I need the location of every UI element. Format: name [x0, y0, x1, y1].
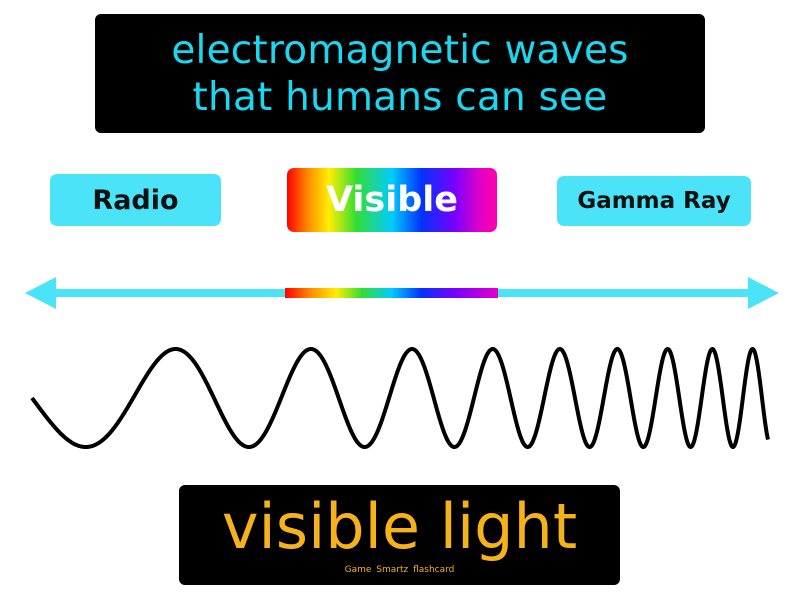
- gamma-ray-label: Gamma Ray: [557, 176, 751, 226]
- brand-label: Game Smartz flashcard: [344, 565, 455, 575]
- definition-line-1: electromagnetic waves: [171, 27, 629, 73]
- wave-line: [30, 347, 770, 449]
- left-arrowhead-icon: [25, 277, 56, 309]
- visible-band: [285, 288, 498, 298]
- visible-label: Visible: [287, 168, 497, 232]
- term-box: visible light Game Smartz flashcard: [179, 485, 620, 585]
- definition-line-2: that humans can see: [192, 74, 608, 120]
- right-arrowhead-icon: [748, 277, 779, 309]
- term-title: visible light: [221, 490, 578, 563]
- radio-label: Radio: [50, 174, 221, 226]
- spectrum-arrow: [25, 277, 779, 309]
- definition-box: electromagnetic waves that humans can se…: [95, 14, 705, 133]
